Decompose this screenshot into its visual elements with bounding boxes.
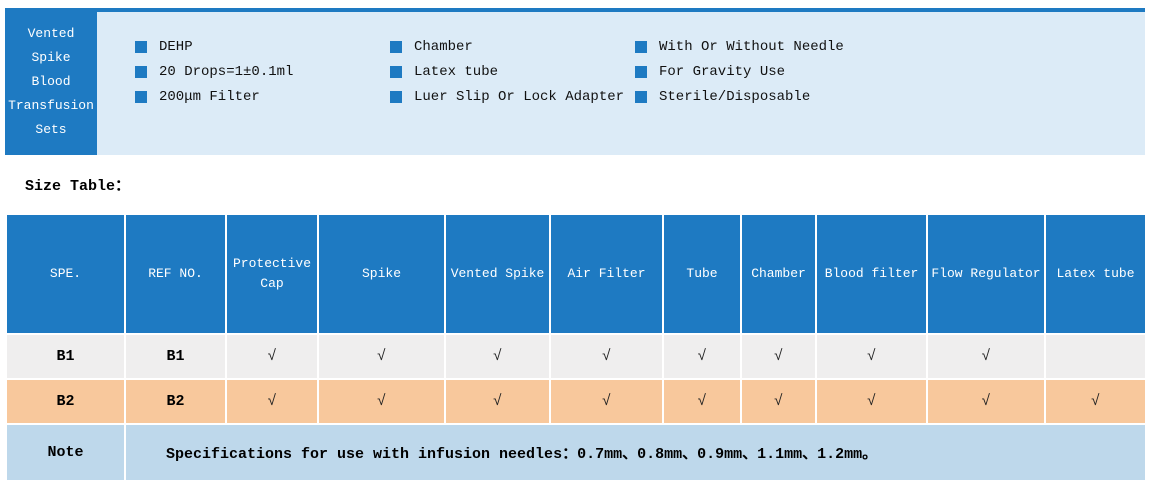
column-header: Air Filter bbox=[549, 213, 664, 335]
product-title-line: Sets bbox=[35, 121, 67, 137]
check-cell: √ bbox=[225, 378, 319, 425]
check-cell bbox=[1044, 333, 1147, 380]
column-header: Flow Regulator bbox=[926, 213, 1046, 335]
square-bullet-icon bbox=[390, 65, 402, 78]
column-header: Blood filter bbox=[815, 213, 928, 335]
feature-item-label: DEHP bbox=[159, 38, 193, 55]
note-label-cell: Note bbox=[5, 423, 126, 482]
check-cell: √ bbox=[549, 378, 664, 425]
check-cell: √ bbox=[740, 333, 817, 380]
feature-column: Chamber Latex tube Luer Slip Or Lock Adapt… bbox=[390, 34, 635, 155]
note-text-cell: Specifications for use with infusion nee… bbox=[124, 423, 1147, 482]
feature-item: Chamber bbox=[390, 34, 635, 59]
column-header: Tube bbox=[662, 213, 742, 335]
feature-item: 200μm Filter bbox=[135, 84, 390, 109]
feature-item-label: With Or Without Needle bbox=[659, 38, 844, 55]
feature-item: For Gravity Use bbox=[635, 59, 844, 84]
check-cell: √ bbox=[1044, 378, 1147, 425]
feature-item-label: 20 Drops=1±0.1ml bbox=[159, 63, 294, 80]
feature-item: 20 Drops=1±0.1ml bbox=[135, 59, 390, 84]
feature-item-label: 200μm Filter bbox=[159, 88, 260, 105]
check-cell: √ bbox=[444, 378, 551, 425]
table-row: B2 B2 √ √ √ √ √ √ √ √ √ bbox=[5, 378, 1147, 425]
ref-cell: B1 bbox=[124, 333, 227, 380]
ref-cell: B2 bbox=[124, 378, 227, 425]
check-cell: √ bbox=[662, 378, 742, 425]
check-cell: √ bbox=[225, 333, 319, 380]
note-row: Note Specifications for use with infusion… bbox=[5, 423, 1147, 482]
table-header-row: SPE. REF NO. Protective Cap Spike Vented Spi… bbox=[5, 213, 1147, 335]
size-table: SPE. REF NO. Protective Cap Spike Vented Spi… bbox=[5, 213, 1147, 482]
square-bullet-icon bbox=[135, 40, 147, 53]
feature-item-label: For Gravity Use bbox=[659, 63, 786, 80]
product-title: Vented Spike Blood Transfusion Sets bbox=[5, 8, 97, 155]
feature-item-label: Latex tube bbox=[414, 63, 499, 80]
feature-column: With Or Without Needle For Gravity Use Ste… bbox=[635, 34, 844, 155]
column-header: Vented Spike bbox=[444, 213, 551, 335]
check-cell: √ bbox=[815, 378, 928, 425]
square-bullet-icon bbox=[635, 40, 647, 53]
column-header: SPE. bbox=[5, 213, 126, 335]
square-bullet-icon bbox=[635, 65, 647, 78]
square-bullet-icon bbox=[635, 90, 647, 103]
feature-item-label: Chamber bbox=[414, 38, 473, 55]
column-header: Latex tube bbox=[1044, 213, 1147, 335]
feature-item: Latex tube bbox=[390, 59, 635, 84]
feature-item: Luer Slip Or Lock Adapter bbox=[390, 84, 635, 109]
feature-item: With Or Without Needle bbox=[635, 34, 844, 59]
feature-item-label: Sterile/Disposable bbox=[659, 88, 811, 105]
square-bullet-icon bbox=[135, 65, 147, 78]
check-cell: √ bbox=[317, 378, 446, 425]
square-bullet-icon bbox=[390, 90, 402, 103]
size-table-caption: Size Table： bbox=[25, 178, 131, 195]
check-cell: √ bbox=[926, 333, 1046, 380]
spe-cell: B1 bbox=[5, 333, 126, 380]
product-title-line: Spike bbox=[31, 49, 71, 65]
feature-column: DEHP 20 Drops=1±0.1ml 200μm Filter bbox=[135, 34, 390, 155]
column-header: Spike bbox=[317, 213, 446, 335]
column-header: Protective Cap bbox=[225, 213, 319, 335]
feature-panel: DEHP 20 Drops=1±0.1ml 200μm Filter Chamber L… bbox=[97, 8, 1145, 155]
check-cell: √ bbox=[926, 378, 1046, 425]
check-cell: √ bbox=[662, 333, 742, 380]
product-title-line: Transfusion bbox=[8, 97, 94, 113]
column-header: Chamber bbox=[740, 213, 817, 335]
check-cell: √ bbox=[444, 333, 551, 380]
feature-item: Sterile/Disposable bbox=[635, 84, 844, 109]
check-cell: √ bbox=[815, 333, 928, 380]
spe-cell: B2 bbox=[5, 378, 126, 425]
square-bullet-icon bbox=[390, 40, 402, 53]
check-cell: √ bbox=[549, 333, 664, 380]
square-bullet-icon bbox=[135, 90, 147, 103]
product-header: Vented Spike Blood Transfusion Sets DEHP 20 D… bbox=[5, 8, 1145, 155]
product-title-line: Blood bbox=[31, 73, 71, 89]
check-cell: √ bbox=[317, 333, 446, 380]
column-header: REF NO. bbox=[124, 213, 227, 335]
product-title-line: Vented bbox=[27, 25, 75, 41]
feature-item-label: Luer Slip Or Lock Adapter bbox=[414, 88, 625, 105]
table-row: B1 B1 √ √ √ √ √ √ √ √ bbox=[5, 333, 1147, 380]
check-cell: √ bbox=[740, 378, 817, 425]
feature-item: DEHP bbox=[135, 34, 390, 59]
